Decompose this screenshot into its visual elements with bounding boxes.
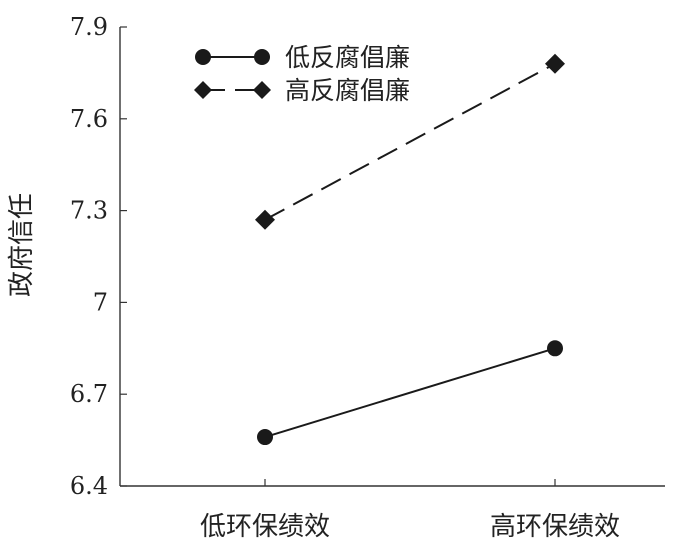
data-point-diamond [255, 209, 275, 230]
y-tick-label: 7.3 [70, 197, 108, 225]
y-tick-label: 7 [93, 288, 108, 316]
x-tick-label: 低环保绩效 [200, 512, 330, 542]
data-point-circle [257, 429, 273, 446]
legend-marker-diamond [253, 81, 271, 99]
legend-item: 低反腐倡廉 [195, 43, 410, 72]
x-tick-label: 高环保绩效 [490, 512, 620, 542]
legend-label: 高反腐倡廉 [285, 76, 410, 105]
series-1 [257, 340, 563, 446]
y-tick-label: 6.7 [70, 380, 108, 408]
series-line [264, 62, 556, 221]
legend-label: 低反腐倡廉 [285, 43, 410, 72]
legend-marker-circle [195, 49, 211, 65]
y-axis-ticks: 6.4 6.7 7 7.3 7.6 7.9 [70, 13, 127, 500]
data-point-circle [547, 340, 563, 357]
axes [119, 27, 665, 487]
series-group [255, 53, 565, 446]
series-line [264, 347, 556, 438]
series-2 [255, 53, 565, 230]
legend-item: 高反腐倡廉 [194, 76, 410, 105]
legend-marker-circle [254, 49, 270, 65]
data-point-diamond [545, 53, 565, 74]
y-tick-label: 7.9 [70, 13, 108, 41]
y-axis-title: 政府信任 [7, 193, 37, 297]
x-axis-ticks: 低环保绩效 高环保绩效 [200, 479, 620, 542]
y-tick-label: 7.6 [70, 105, 108, 133]
legend-marker-diamond [194, 81, 212, 99]
y-tick-label: 6.4 [70, 472, 108, 500]
